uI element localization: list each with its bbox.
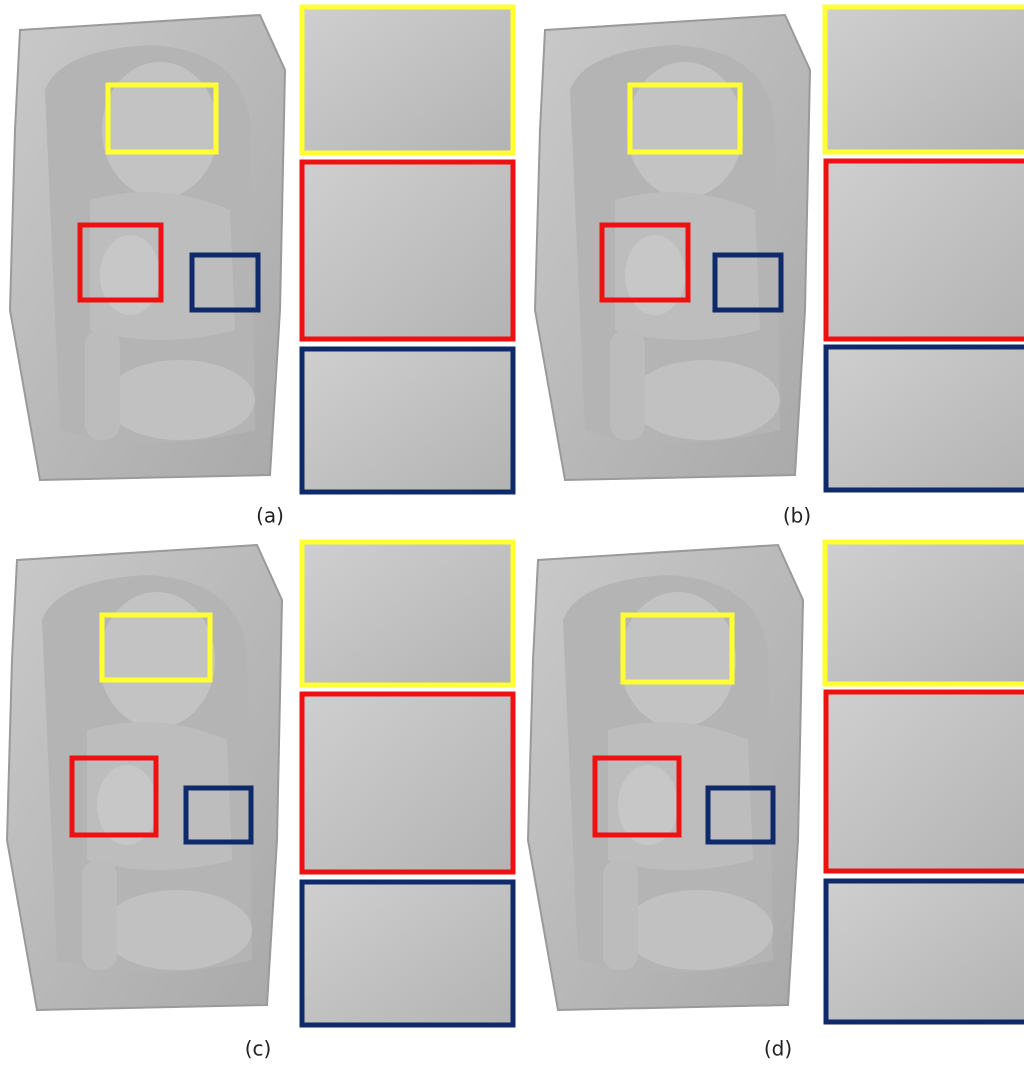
panel-label: (b) xyxy=(783,504,811,528)
panel-label: (a) xyxy=(256,504,284,528)
zoom-navy xyxy=(826,347,1024,490)
zoom-navy xyxy=(302,882,513,1025)
zoom-red xyxy=(826,692,1024,871)
zoom-yellow xyxy=(302,542,513,685)
zoom-yellow xyxy=(302,7,513,153)
zoom-red xyxy=(302,694,513,872)
zoom-red xyxy=(826,161,1024,339)
panel-label: (c) xyxy=(245,1037,272,1061)
page: {"panels": [{"label": "(a)"}, {"label": … xyxy=(0,0,1024,1065)
zoom-navy xyxy=(302,349,513,492)
zoom-red xyxy=(302,162,513,339)
panel-label: (d) xyxy=(764,1037,792,1061)
zoom-yellow xyxy=(825,7,1024,152)
figure: (a) (b) (c) (d) xyxy=(0,0,1024,1065)
zoom-yellow xyxy=(825,542,1024,684)
zoom-navy xyxy=(826,881,1024,1022)
